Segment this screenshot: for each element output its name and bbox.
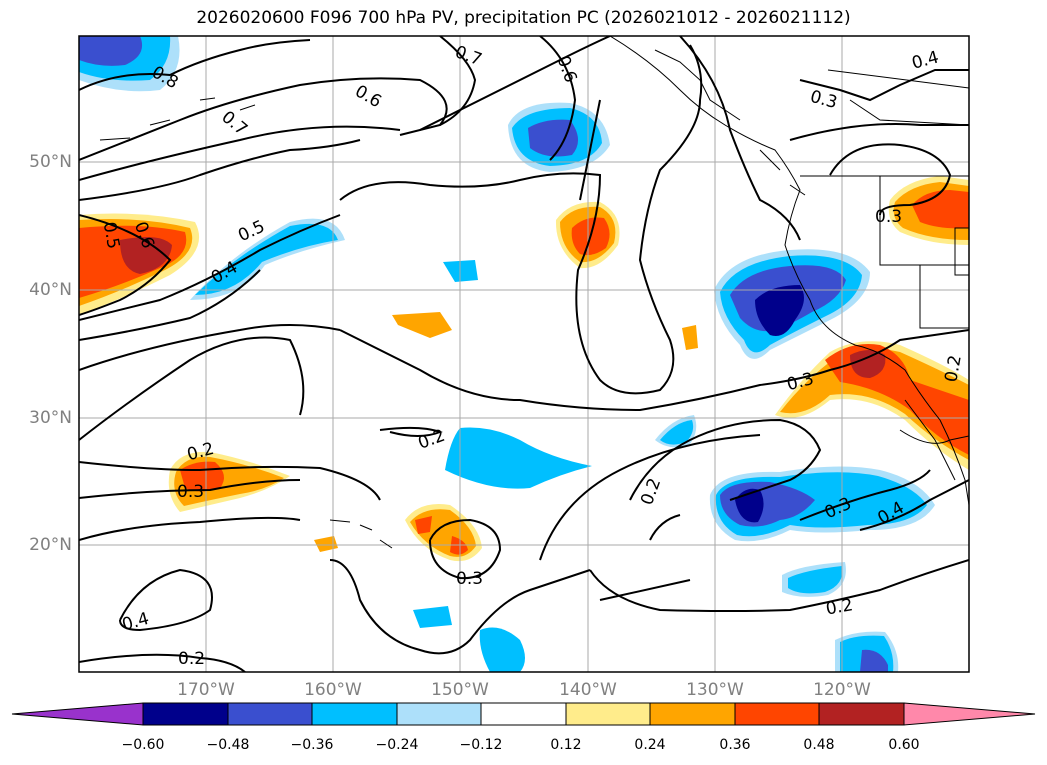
contour-label: 0.5 — [99, 220, 123, 250]
precip-blob — [479, 627, 525, 672]
precip-blob — [120, 236, 172, 274]
lon-label: 170°W — [177, 680, 235, 700]
colorbar-tick-label: −0.24 — [375, 737, 419, 753]
colorbar-segment — [818, 702, 905, 726]
coastlines — [99, 36, 969, 549]
colorbar-segment — [649, 702, 736, 726]
precip-blob — [682, 325, 698, 350]
map-title: 2026020600 F096 700 hPa PV, precipitatio… — [196, 8, 851, 28]
precip-blob — [314, 536, 338, 552]
contour-label: 0.3 — [456, 569, 483, 589]
colorbar-tick-label: −0.60 — [121, 737, 165, 753]
contour-label: 0.2 — [941, 354, 965, 384]
colorbar-segment — [396, 702, 482, 726]
colorbar-tick-label: 0.60 — [888, 737, 920, 753]
contour-label: 0.2 — [178, 649, 205, 669]
contour-label: 0.7 — [452, 42, 484, 70]
precip-blob — [788, 566, 843, 594]
lon-label: 120°W — [813, 680, 871, 700]
colorbar-tick-label: −0.48 — [206, 737, 250, 753]
precip-blob — [860, 649, 888, 672]
contour-label: 0.3 — [808, 87, 839, 113]
precip-blob — [413, 606, 452, 628]
lon-label: 150°W — [431, 680, 489, 700]
colorbar-extend-min — [11, 702, 144, 726]
colorbar-tick-label: 0.24 — [634, 737, 666, 753]
contour-label: 0.2 — [824, 595, 854, 619]
precip-blob — [79, 36, 143, 66]
colorbar — [11, 702, 1036, 726]
precip-blob — [415, 516, 432, 534]
contour-label: 0.7 — [217, 107, 251, 140]
precip-blob — [392, 312, 452, 338]
graticule — [79, 36, 969, 672]
precip-blob — [445, 427, 592, 489]
contour-label: 0.3 — [177, 482, 204, 502]
contour-label: 0.3 — [875, 207, 902, 227]
lat-label: 30°N — [29, 408, 72, 428]
lat-label: 50°N — [29, 152, 72, 172]
precip-blob — [850, 350, 886, 378]
precip-blob — [660, 420, 694, 445]
colorbar-segment — [480, 702, 567, 726]
colorbar-tick-label: 0.36 — [719, 737, 751, 753]
lon-label: 160°W — [304, 680, 362, 700]
precip-blob — [195, 223, 338, 295]
precip-shading — [79, 36, 969, 672]
contour-label: 0.2 — [416, 426, 448, 454]
precip-blob — [780, 348, 969, 460]
colorbar-tick-label: 0.12 — [550, 737, 582, 753]
lat-label: 20°N — [29, 535, 72, 555]
contour-label: 0.6 — [351, 81, 384, 112]
colorbar-extend-max — [903, 702, 1036, 726]
colorbar-segment — [142, 702, 229, 726]
lat-label: 40°N — [29, 280, 72, 300]
plot-frame — [78, 35, 970, 673]
map-plot-area — [79, 36, 969, 672]
precip-blob — [755, 285, 804, 336]
precip-blob — [528, 119, 579, 157]
contour-label: 0.6 — [553, 53, 581, 85]
colorbar-segment — [734, 702, 820, 726]
precip-blob — [735, 488, 764, 523]
colorbar-segment — [565, 702, 651, 726]
lon-label: 140°W — [559, 680, 617, 700]
pv-contours — [79, 36, 969, 672]
colorbar-segment — [311, 702, 398, 726]
colorbar-segment — [227, 702, 313, 726]
colorbar-tick-label: −0.12 — [459, 737, 503, 753]
precip-blob — [912, 190, 969, 229]
colorbar-tick-label: 0.48 — [803, 737, 835, 753]
colorbar-tick-label: −0.36 — [290, 737, 334, 753]
lon-label: 130°W — [686, 680, 744, 700]
